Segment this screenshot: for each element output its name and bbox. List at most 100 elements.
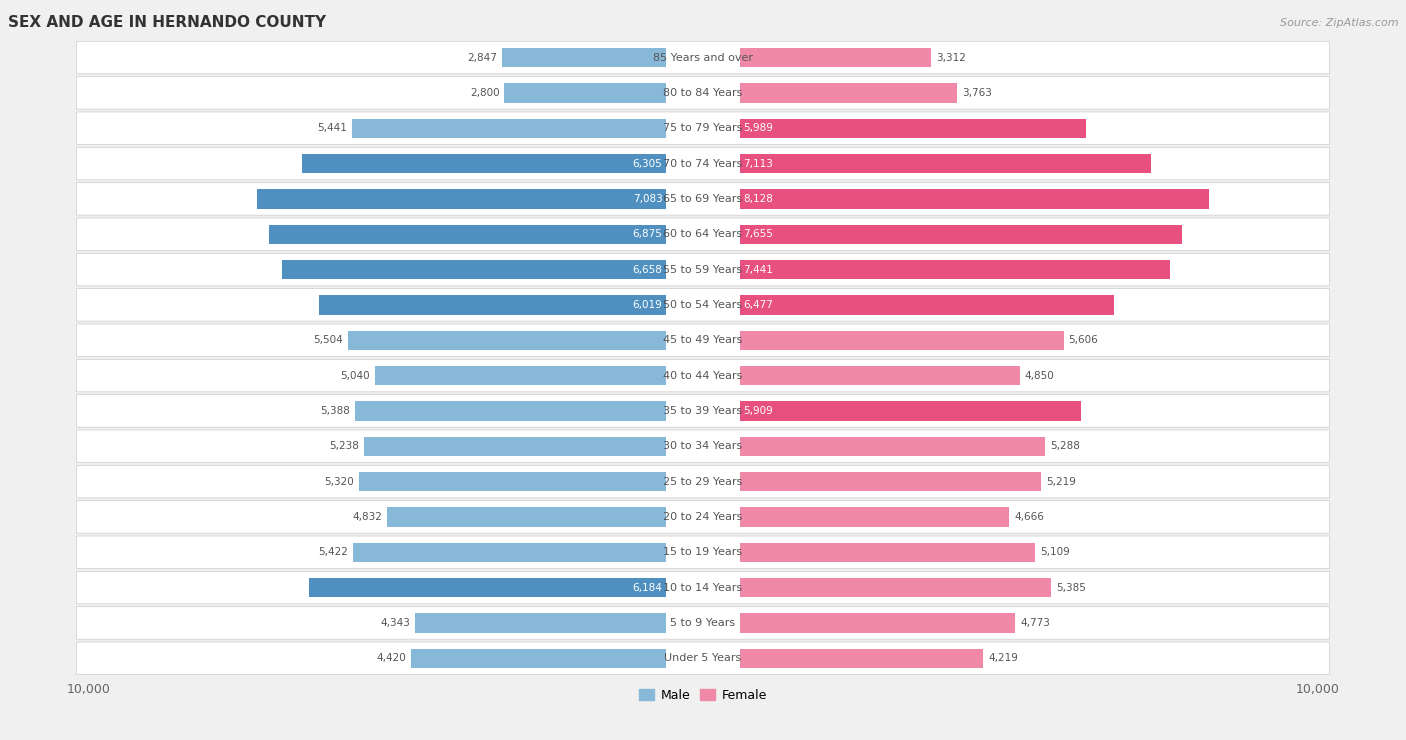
FancyBboxPatch shape [76, 360, 1330, 392]
FancyBboxPatch shape [76, 41, 1330, 74]
Bar [740, 437, 1045, 456]
Text: 3,312: 3,312 [936, 53, 966, 63]
Bar [740, 83, 957, 103]
Bar [740, 154, 1150, 173]
Bar [740, 260, 1170, 279]
Text: 35 to 39 Years: 35 to 39 Years [664, 406, 742, 416]
FancyBboxPatch shape [76, 324, 1330, 357]
Legend: Male, Female: Male, Female [634, 684, 772, 707]
Text: 5,504: 5,504 [314, 335, 343, 346]
Bar [502, 48, 666, 67]
FancyBboxPatch shape [76, 253, 1330, 286]
Bar [740, 472, 1042, 491]
Text: 4,850: 4,850 [1025, 371, 1054, 380]
Bar [740, 366, 1019, 386]
Text: 8,128: 8,128 [744, 194, 773, 204]
FancyBboxPatch shape [76, 77, 1330, 109]
Text: 6,305: 6,305 [633, 158, 662, 169]
Text: 5,238: 5,238 [329, 441, 359, 451]
Bar [411, 648, 666, 668]
FancyBboxPatch shape [76, 218, 1330, 250]
FancyBboxPatch shape [76, 642, 1330, 675]
Text: 5 to 9 Years: 5 to 9 Years [671, 618, 735, 628]
Bar [356, 401, 666, 420]
Bar [740, 507, 1010, 527]
FancyBboxPatch shape [76, 571, 1330, 604]
Text: 7,441: 7,441 [744, 265, 773, 275]
Text: 6,658: 6,658 [633, 265, 662, 275]
Bar [364, 437, 666, 456]
Text: 10 to 14 Years: 10 to 14 Years [664, 582, 742, 593]
Text: 6,477: 6,477 [744, 300, 773, 310]
Text: 5,441: 5,441 [318, 124, 347, 133]
Text: 5,219: 5,219 [1046, 477, 1076, 487]
Text: 85 Years and over: 85 Years and over [652, 53, 754, 63]
Bar [387, 507, 666, 527]
Bar [740, 648, 983, 668]
Text: 3,763: 3,763 [962, 88, 991, 98]
Text: 30 to 34 Years: 30 to 34 Years [664, 441, 742, 451]
Text: 6,184: 6,184 [633, 582, 662, 593]
Bar [352, 118, 666, 138]
Text: 5,388: 5,388 [321, 406, 350, 416]
Text: Source: ZipAtlas.com: Source: ZipAtlas.com [1281, 18, 1399, 29]
Bar [740, 542, 1035, 562]
Bar [505, 83, 666, 103]
Text: 50 to 54 Years: 50 to 54 Years [664, 300, 742, 310]
Bar [740, 578, 1050, 597]
Bar [349, 331, 666, 350]
Text: 6,875: 6,875 [633, 229, 662, 239]
Text: 5,422: 5,422 [318, 548, 349, 557]
Text: 40 to 44 Years: 40 to 44 Years [664, 371, 742, 380]
Bar [257, 189, 666, 209]
Text: 45 to 49 Years: 45 to 49 Years [664, 335, 742, 346]
Text: 65 to 69 Years: 65 to 69 Years [664, 194, 742, 204]
FancyBboxPatch shape [76, 607, 1330, 639]
FancyBboxPatch shape [76, 147, 1330, 180]
Bar [415, 613, 666, 633]
Text: 4,832: 4,832 [353, 512, 382, 522]
Text: 6,019: 6,019 [633, 300, 662, 310]
Text: 4,420: 4,420 [377, 653, 406, 663]
Bar [281, 260, 666, 279]
FancyBboxPatch shape [76, 501, 1330, 534]
Text: 7,083: 7,083 [633, 194, 662, 204]
Text: Under 5 Years: Under 5 Years [665, 653, 741, 663]
Text: 5,385: 5,385 [1056, 582, 1085, 593]
Bar [359, 472, 666, 491]
Bar [740, 48, 931, 67]
Text: 5,040: 5,040 [340, 371, 370, 380]
Text: 4,773: 4,773 [1021, 618, 1050, 628]
Text: 5,606: 5,606 [1069, 335, 1098, 346]
Text: 2,847: 2,847 [467, 53, 496, 63]
Bar [375, 366, 666, 386]
Text: 25 to 29 Years: 25 to 29 Years [664, 477, 742, 487]
Bar [269, 224, 666, 244]
Text: 55 to 59 Years: 55 to 59 Years [664, 265, 742, 275]
Bar [740, 401, 1081, 420]
FancyBboxPatch shape [76, 289, 1330, 321]
Text: 7,113: 7,113 [744, 158, 773, 169]
Bar [302, 154, 666, 173]
FancyBboxPatch shape [76, 394, 1330, 427]
Text: 70 to 74 Years: 70 to 74 Years [664, 158, 742, 169]
Text: 15 to 19 Years: 15 to 19 Years [664, 548, 742, 557]
Text: 4,343: 4,343 [381, 618, 411, 628]
Bar [740, 224, 1182, 244]
FancyBboxPatch shape [76, 112, 1330, 144]
FancyBboxPatch shape [76, 183, 1330, 215]
Text: 4,219: 4,219 [988, 653, 1018, 663]
Bar [319, 295, 666, 314]
Text: 7,655: 7,655 [744, 229, 773, 239]
Text: 20 to 24 Years: 20 to 24 Years [664, 512, 742, 522]
Text: 75 to 79 Years: 75 to 79 Years [664, 124, 742, 133]
FancyBboxPatch shape [76, 465, 1330, 498]
Bar [309, 578, 666, 597]
Bar [740, 295, 1114, 314]
Text: 5,109: 5,109 [1040, 548, 1070, 557]
Text: SEX AND AGE IN HERNANDO COUNTY: SEX AND AGE IN HERNANDO COUNTY [8, 15, 326, 30]
Text: 5,989: 5,989 [744, 124, 773, 133]
FancyBboxPatch shape [76, 536, 1330, 568]
Text: 5,909: 5,909 [744, 406, 773, 416]
FancyBboxPatch shape [76, 430, 1330, 462]
